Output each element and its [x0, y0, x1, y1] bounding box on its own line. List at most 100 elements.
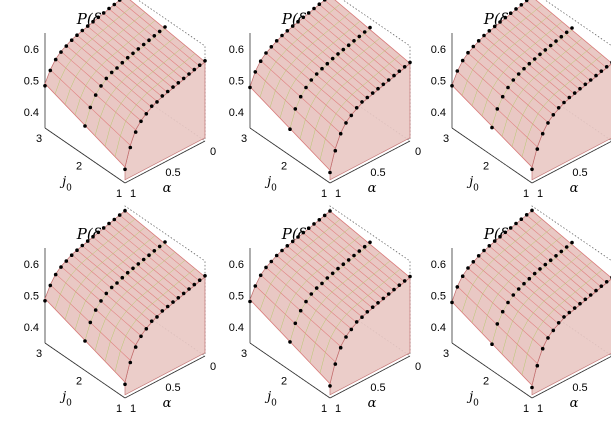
data-point — [567, 310, 572, 315]
j-tick-label: 3 — [36, 348, 42, 360]
z-tick-label: 0.5 — [431, 76, 446, 88]
alpha-tick-label: 1 — [335, 403, 341, 415]
data-point — [136, 47, 141, 51]
mesh-line-j — [84, 28, 166, 126]
data-point — [248, 85, 252, 90]
data-point — [176, 296, 181, 300]
data-point — [527, 276, 532, 281]
data-point — [133, 345, 138, 349]
back-wall-grid — [531, 0, 611, 86]
data-point — [546, 121, 550, 125]
back-wall-grid — [124, 205, 206, 356]
data-point — [123, 208, 127, 213]
data-point — [144, 327, 149, 331]
data-point — [298, 94, 303, 99]
mesh-line-alpha — [329, 210, 411, 278]
mesh-line-j — [259, 219, 341, 311]
data-point — [123, 382, 127, 387]
j-axis-line — [249, 127, 331, 184]
data-point — [352, 39, 356, 43]
data-point — [125, 55, 130, 60]
data-point — [93, 308, 98, 312]
data-point — [253, 70, 258, 74]
data-point — [572, 306, 577, 310]
data-point — [112, 217, 117, 222]
mesh-line-j — [481, 21, 563, 117]
mesh-line-j — [511, 261, 593, 365]
alpha-tick-label: 0 — [415, 146, 421, 158]
mesh-line-j — [114, 268, 196, 372]
data-point — [112, 2, 117, 7]
data-point — [290, 24, 295, 28]
data-point — [551, 113, 556, 117]
data-point — [117, 0, 122, 2]
mesh-line-j — [54, 3, 136, 95]
z-tick-label: 0.4 — [229, 322, 244, 334]
alpha-tick-label: 0.5 — [572, 167, 587, 179]
surface-top — [451, 210, 611, 387]
data-point — [583, 297, 588, 302]
data-point — [117, 213, 122, 217]
j-axis-label: j0 — [59, 175, 72, 194]
data-point — [80, 243, 85, 248]
data-point — [123, 167, 127, 172]
data-point — [498, 234, 502, 239]
data-point — [181, 291, 186, 296]
alpha-axis-line — [329, 355, 411, 399]
data-point — [460, 58, 465, 63]
alpha-axis-label: α — [163, 181, 172, 196]
data-point — [376, 301, 380, 305]
data-point — [152, 34, 157, 38]
data-point — [559, 34, 564, 39]
back-wall-grid — [329, 0, 411, 141]
data-point — [43, 84, 47, 88]
data-point — [450, 84, 454, 88]
data-point — [306, 226, 311, 230]
data-point — [248, 299, 252, 304]
data-point — [564, 245, 569, 249]
alpha-tick-label: 0.5 — [572, 382, 587, 394]
data-point — [309, 292, 314, 296]
j-axis-label-main: j — [466, 390, 473, 405]
data-point — [141, 257, 146, 262]
alpha-tick-label: 0.5 — [370, 167, 385, 179]
data-point — [80, 28, 85, 33]
data-point — [136, 262, 141, 266]
data-point — [578, 86, 582, 91]
j-tick-label: 3 — [443, 348, 449, 360]
data-point — [530, 167, 534, 172]
data-point — [508, 11, 513, 15]
data-point — [357, 249, 362, 253]
data-point — [362, 30, 367, 34]
data-point — [69, 38, 74, 42]
data-point — [128, 360, 133, 365]
mesh-line-j — [269, 12, 351, 108]
alpha-tick-label: 1 — [130, 403, 136, 415]
j-tick-label: 3 — [36, 133, 42, 145]
j-axis-label-main: j — [264, 390, 271, 405]
data-point — [192, 67, 197, 72]
data-point — [285, 244, 290, 248]
data-point — [165, 89, 170, 94]
data-point — [527, 61, 532, 66]
mesh-line-j — [309, 260, 391, 363]
data-point — [149, 319, 154, 323]
data-point — [599, 284, 604, 288]
data-point — [120, 275, 125, 280]
mesh-line-j — [114, 53, 196, 157]
j-axis-label-sub: 0 — [271, 184, 277, 194]
z-tick-label: 0.4 — [24, 322, 39, 334]
mesh-line-j — [279, 235, 361, 332]
data-point — [556, 106, 561, 110]
j-axis-label-main: j — [466, 175, 473, 190]
data-point — [354, 106, 359, 110]
data-point — [341, 262, 346, 266]
data-point — [139, 119, 143, 124]
data-point — [163, 25, 167, 29]
data-point — [187, 287, 191, 291]
j-tick-label: 1 — [523, 188, 529, 200]
data-point — [538, 52, 542, 57]
alpha-tick-label: 1 — [537, 188, 543, 200]
